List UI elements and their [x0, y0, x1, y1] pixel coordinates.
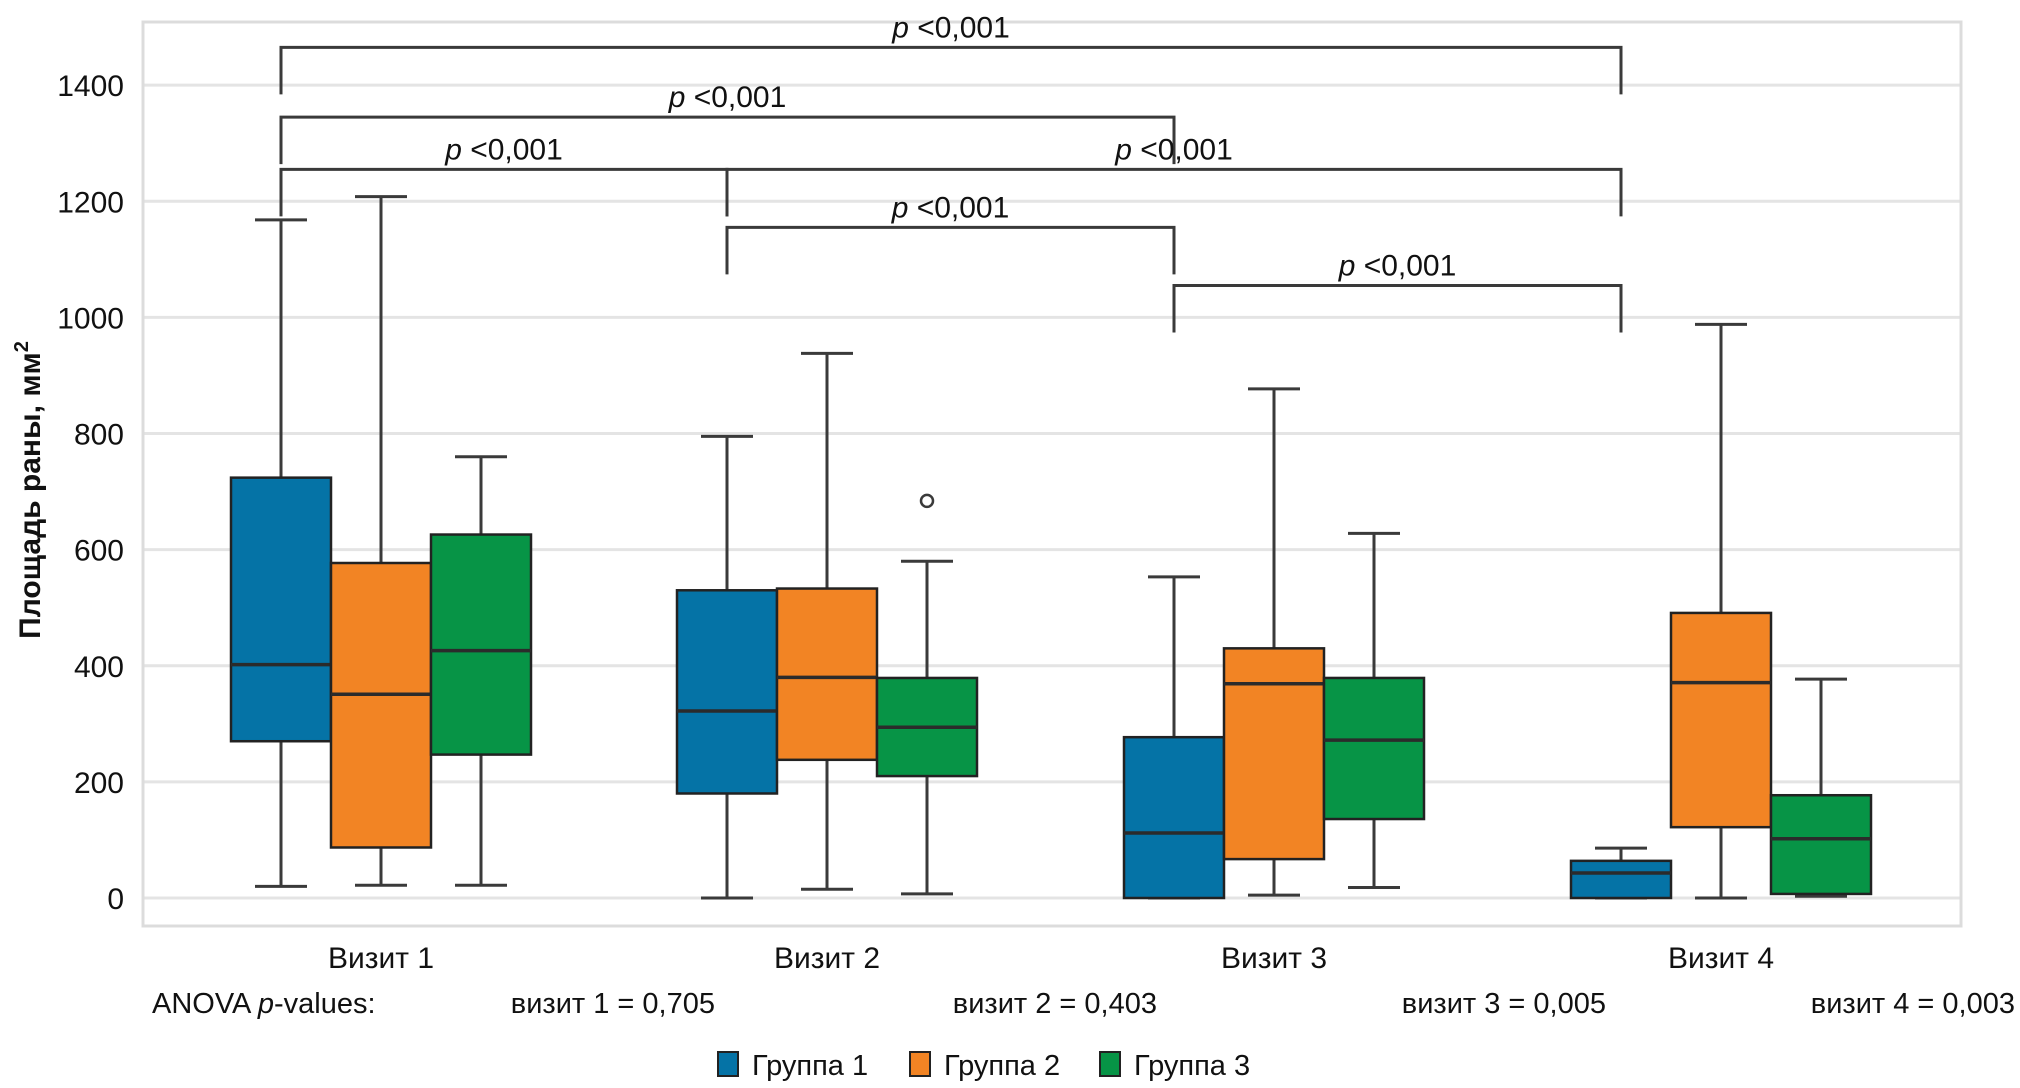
y-axis-label-text: Площадь раны, мм [14, 352, 47, 639]
y-tick-label: 1000 [57, 302, 124, 335]
anova-value: визит 1 = 0,705 [511, 988, 715, 1020]
box-3-3 [1322, 531, 1426, 890]
bracket-2: p <0,001 [279, 81, 1176, 165]
box-1-2 [675, 434, 779, 900]
iqr-box [329, 561, 433, 849]
bracket-p-label: p <0,001 [891, 11, 1010, 44]
bracket-4: p <0,001 [725, 133, 1623, 217]
x-category-label: Визит 3 [1221, 942, 1327, 975]
iqr-box [1669, 611, 1773, 829]
y-axis-ticks: 0 200 400 600 800 1000 1200 1400 [57, 70, 124, 916]
x-category-label: Визит 1 [328, 942, 434, 975]
anova-label-prefix: ANOVA [152, 988, 258, 1020]
box-2-2 [775, 351, 879, 891]
iqr-box [775, 587, 879, 762]
iqr-box [229, 476, 333, 743]
bracket-1: p <0,001 [279, 11, 1623, 95]
box-2-4 [1669, 322, 1773, 900]
y-tick-label: 600 [74, 535, 124, 568]
p-symbol: p [891, 11, 909, 44]
anova-value: визит 2 = 0,403 [953, 988, 1157, 1020]
bracket-line [725, 167, 1623, 217]
y-tick-label: 400 [74, 651, 124, 684]
plot-frame [141, 20, 1963, 928]
bracket-5: p <0,001 [725, 191, 1176, 275]
bracket-6: p <0,001 [1172, 249, 1623, 333]
y-tick-label: 800 [74, 419, 124, 452]
p-value: <0,001 [909, 11, 1010, 44]
iqr-box [1569, 859, 1673, 900]
box-2-3 [1222, 387, 1326, 897]
y-axis-label: Площадь раны, мм2 [11, 341, 47, 639]
box-1-1 [229, 218, 333, 888]
iqr-box [675, 589, 779, 795]
p-value: <0,001 [685, 81, 786, 114]
anova-label-suffix: -values: [274, 988, 376, 1020]
p-symbol: p [444, 133, 462, 166]
p-symbol: p [1338, 249, 1356, 282]
p-value: <0,001 [462, 133, 563, 166]
legend-item: Группа 1 [717, 1050, 868, 1082]
anova-label: ANOVA p-values: [152, 988, 376, 1020]
p-symbol: p [891, 191, 909, 224]
box-3-1 [429, 455, 533, 887]
p-value: <0,001 [908, 191, 1009, 224]
outlier-point [919, 493, 935, 509]
iqr-box [1222, 647, 1326, 861]
p-symbol: p [1114, 133, 1132, 166]
y-tick-label: 200 [74, 767, 124, 800]
legend-label: Группа 1 [752, 1050, 868, 1082]
bracket-p-label: p <0,001 [444, 133, 563, 166]
box-1-4 [1569, 846, 1673, 900]
legend: Группа 1 Группа 2 Группа 3 [717, 1050, 1250, 1082]
legend-label: Группа 3 [1134, 1050, 1250, 1082]
bracket-line [279, 45, 1623, 95]
anova-value: визит 4 = 0,003 [1811, 988, 2015, 1020]
anova-pvalues: ANOVA p-values: визит 1 = 0,705 визит 2 =… [152, 988, 2015, 1020]
box-2-1 [329, 195, 433, 887]
bracket-p-label: p <0,001 [1114, 133, 1233, 166]
anova-label-p: p [257, 988, 274, 1020]
iqr-box [1769, 793, 1873, 896]
legend-item: Группа 2 [909, 1050, 1060, 1082]
y-axis-label-superscript: 2 [11, 341, 33, 352]
y-tick-label: 1400 [57, 70, 124, 103]
iqr-box [1322, 676, 1426, 821]
iqr-box [429, 533, 533, 756]
p-value: <0,001 [1132, 133, 1233, 166]
bracket-p-label: p <0,001 [1338, 249, 1457, 282]
y-tick-label: 0 [107, 883, 124, 916]
x-axis-categories: Визит 1 Визит 2 Визит 3 Визит 4 [328, 942, 1774, 975]
iqr-box [1122, 735, 1226, 900]
bracket-p-label: p <0,001 [891, 191, 1010, 224]
bracket-p-label: p <0,001 [668, 81, 787, 114]
legend-label: Группа 2 [944, 1050, 1060, 1082]
bracket-line [279, 115, 1176, 165]
box-3-4 [1769, 677, 1873, 898]
bracket-line [725, 225, 1176, 275]
p-symbol: p [668, 81, 686, 114]
y-tick-label: 1200 [57, 186, 124, 219]
p-value: <0,001 [1355, 249, 1456, 282]
x-category-label: Визит 2 [774, 942, 880, 975]
bracket-line [1172, 283, 1623, 333]
legend-swatch [909, 1051, 931, 1077]
boxes [229, 195, 1873, 900]
legend-item: Группа 3 [1099, 1050, 1250, 1082]
legend-swatch [1099, 1051, 1121, 1077]
x-category-label: Визит 4 [1668, 942, 1774, 975]
anova-value: визит 3 = 0,005 [1402, 988, 1606, 1020]
legend-swatch [717, 1051, 739, 1077]
box-3-2 [875, 493, 979, 896]
